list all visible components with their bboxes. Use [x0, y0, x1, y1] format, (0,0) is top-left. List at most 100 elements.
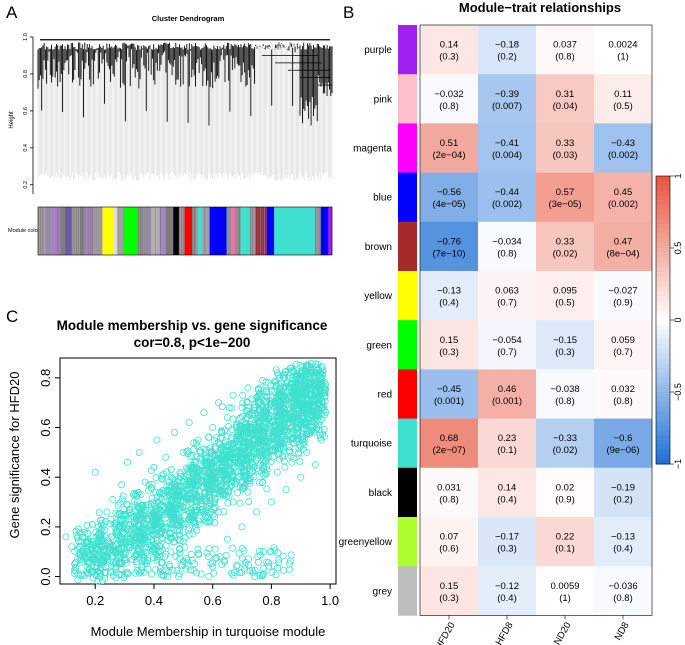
scatter-point — [159, 470, 167, 478]
heatmap-cell-pvalue: (0.8) — [497, 248, 517, 259]
scatter-point — [256, 551, 264, 559]
module-color-stripe — [53, 207, 54, 255]
scatter-point — [305, 417, 313, 425]
scatter-point — [189, 516, 197, 524]
scatter-ytick-label: 0.8 — [38, 369, 53, 387]
heatmap-cell-value: −0.17 — [495, 532, 519, 543]
scatter-point — [301, 435, 309, 443]
scatter-point — [83, 521, 91, 529]
heatmap-cell — [478, 369, 537, 419]
heatmap-cell — [594, 123, 653, 173]
heatmap-cell-pvalue: (4e−05) — [432, 199, 465, 210]
scatter-point — [292, 383, 300, 391]
scatter-point — [257, 412, 265, 420]
heatmap-cell-pvalue: (0.4) — [439, 298, 459, 309]
scatter-point — [103, 554, 111, 562]
heatmap-cell — [536, 418, 595, 469]
panel-b: B Module−trait relationships purple 0.14(… — [339, 0, 683, 645]
scatter-plot-box — [59, 357, 337, 585]
scatter-point — [214, 438, 222, 446]
heatmap-cell-pvalue: (0.2) — [613, 494, 633, 505]
heatmap-cell-pvalue: (1) — [559, 593, 571, 604]
colorbar-step — [656, 430, 670, 436]
scatter-point — [175, 570, 183, 578]
module-color-stripe — [90, 207, 91, 255]
dendrogram-ytick-label: 0.6 — [23, 107, 29, 115]
scatter-point — [91, 545, 99, 553]
heatmap-cell-value: 0.45 — [614, 187, 633, 198]
scatter-point — [221, 438, 229, 446]
heatmap-cell-value: −0.13 — [437, 286, 461, 297]
scatter-point — [92, 572, 100, 580]
heatmap-cell-pvalue: (0.8) — [613, 593, 633, 604]
scatter-point — [135, 448, 143, 456]
heatmap-cell-pvalue: (0.8) — [555, 396, 575, 407]
scatter-point — [188, 451, 196, 459]
scatter-point — [246, 411, 254, 419]
scatter-point — [273, 406, 281, 414]
scatter-point — [238, 422, 246, 430]
colorbar-step — [656, 243, 670, 249]
module-color-segment — [102, 207, 114, 255]
row-label-magenta: magenta — [353, 144, 392, 155]
scatter-point — [222, 551, 230, 559]
scatter-point — [308, 418, 316, 426]
scatter-point — [305, 378, 313, 386]
panel-a: A Cluster Dendrogram Height 0.2 0.4 0.6 0.8… — [6, 3, 333, 256]
colorbar-step — [656, 396, 670, 403]
colorbar-tick-label: −1 — [673, 459, 683, 469]
scatter-point — [200, 483, 208, 491]
scatter-point — [251, 573, 259, 581]
module-color-segment — [165, 207, 174, 255]
heatmap-cell — [536, 172, 595, 223]
scatter-point — [289, 403, 297, 411]
scatter-point — [238, 544, 246, 552]
colorbar-step — [656, 209, 670, 215]
colorbar-step — [656, 286, 670, 292]
scatter-point — [285, 566, 293, 574]
scatter-point — [205, 572, 213, 580]
scatter-point — [280, 374, 288, 382]
scatter-point — [294, 428, 302, 436]
scatter-point — [239, 467, 247, 475]
scatter-point — [191, 489, 199, 497]
scatter-point — [201, 497, 209, 505]
heatmap-cell — [594, 320, 653, 370]
scatter-point — [210, 499, 218, 507]
scatter-point — [239, 391, 247, 399]
scatter-point — [185, 530, 193, 538]
colorbar-step — [656, 324, 670, 331]
scatter-point — [287, 416, 295, 424]
scatter-point — [148, 570, 156, 578]
scatter-point — [135, 513, 143, 521]
scatter-point — [267, 386, 275, 394]
module-color-stripe — [249, 207, 251, 255]
panel-label-c: C — [6, 307, 18, 326]
colorbar-step — [656, 329, 670, 335]
scatter-point — [117, 537, 125, 545]
colorbar-step — [656, 406, 670, 412]
heatmap-cell — [594, 418, 653, 469]
scatter-point — [286, 443, 294, 451]
heatmap-cell — [420, 25, 479, 75]
module-color-segment — [184, 207, 193, 255]
scatter-point — [287, 551, 295, 559]
scatter-point — [256, 572, 264, 580]
heatmap-cell — [536, 320, 595, 370]
heatmap-cell-value: 0.11 — [614, 89, 632, 100]
heatmap-cell — [536, 566, 595, 616]
scatter-point — [256, 547, 264, 555]
scatter-point — [138, 551, 146, 559]
heatmap-cell — [536, 271, 595, 321]
heatmap-cell-pvalue: (0.002) — [608, 199, 638, 210]
scatter-point — [267, 498, 275, 506]
scatter-point — [267, 457, 275, 465]
scatter-point — [250, 401, 258, 409]
module-color-stripe — [206, 207, 208, 255]
scatter-point — [149, 554, 157, 562]
scatter-point — [112, 560, 120, 568]
scatter-point — [212, 554, 220, 562]
scatter-point — [112, 549, 120, 557]
scatter-point — [273, 369, 281, 377]
scatter-point — [266, 396, 274, 404]
